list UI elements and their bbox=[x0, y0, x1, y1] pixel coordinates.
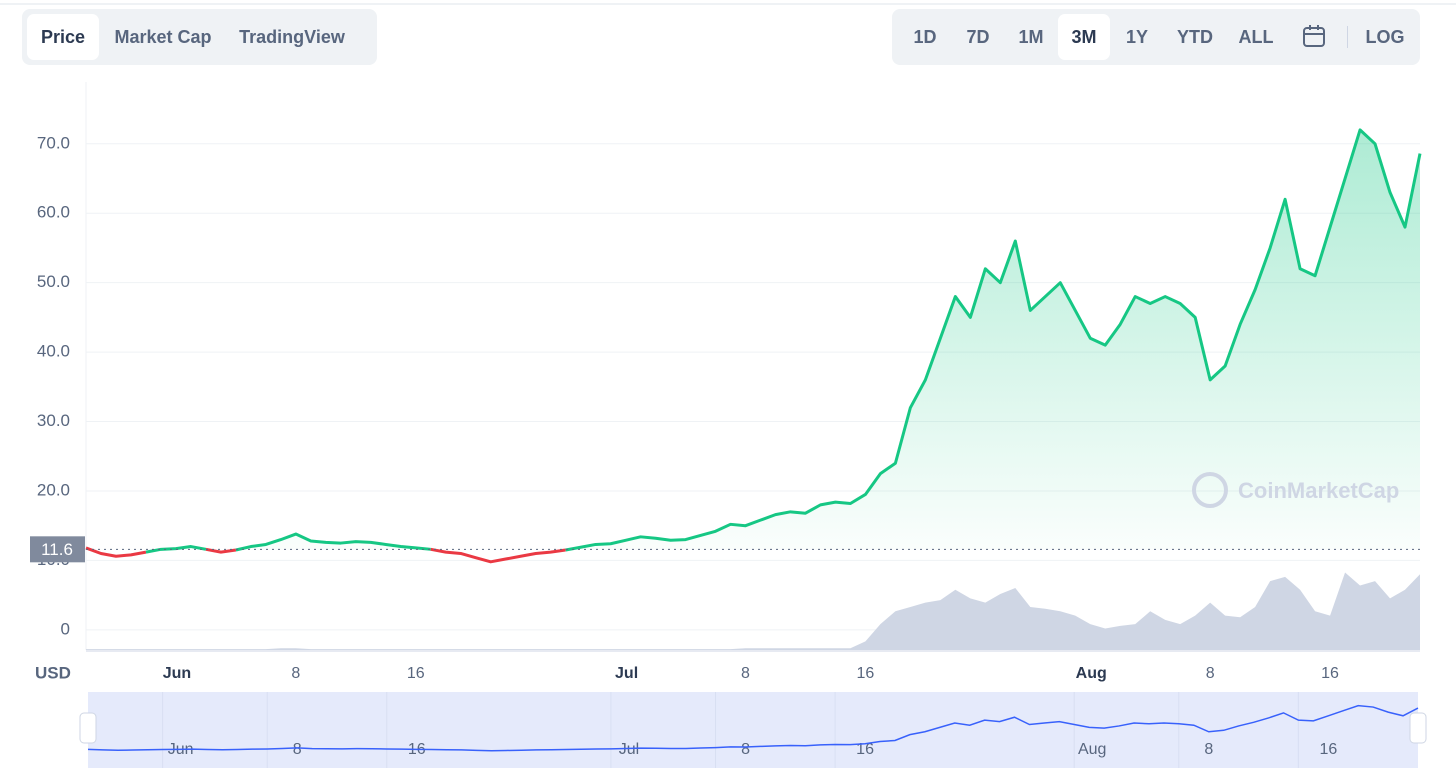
price-line bbox=[85, 546, 147, 558]
volume-area bbox=[86, 572, 1420, 650]
navigator-label: 16 bbox=[1319, 741, 1337, 758]
button[interactable]: YTD bbox=[1177, 27, 1213, 47]
price-area bbox=[86, 129, 1420, 550]
price-marker-box bbox=[30, 536, 85, 563]
tab-group: Price Market Cap TradingView bbox=[22, 9, 377, 65]
button[interactable]: TradingView bbox=[239, 27, 345, 47]
button[interactable]: Market Cap bbox=[114, 27, 212, 47]
price-line bbox=[235, 532, 431, 552]
navigator-label: 8 bbox=[293, 741, 302, 758]
x-tick-label: Jul bbox=[615, 665, 638, 682]
y-tick-label: 20.0 bbox=[37, 480, 70, 499]
price-line bbox=[205, 547, 237, 554]
watermark: CoinMarketCap bbox=[1238, 478, 1399, 503]
range-group: 1D 7D 1M 3M 1Y YTD ALL LOG bbox=[892, 9, 1420, 65]
x-tick-label: 16 bbox=[857, 665, 875, 682]
x-tick-label: 8 bbox=[291, 665, 300, 682]
navigator-label: 8 bbox=[741, 741, 750, 758]
calendar-icon bbox=[1303, 25, 1325, 47]
x-tick-label: 8 bbox=[1206, 665, 1215, 682]
separator bbox=[1347, 26, 1348, 48]
x-tick-label: Aug bbox=[1076, 665, 1107, 682]
y-tick-label: 60.0 bbox=[37, 203, 70, 222]
navigator-handle[interactable] bbox=[79, 712, 97, 744]
navigator-label: Aug bbox=[1078, 741, 1106, 758]
navigator-line bbox=[87, 704, 1419, 752]
button[interactable]: 3M bbox=[1058, 14, 1110, 60]
button[interactable]: Price bbox=[27, 14, 99, 60]
currency-label: USD bbox=[35, 663, 71, 682]
x-tick-label: 16 bbox=[1321, 665, 1339, 682]
y-tick-label: 40.0 bbox=[37, 342, 70, 361]
x-tick-label: Jun bbox=[163, 665, 191, 682]
navigator-label: 8 bbox=[1204, 741, 1213, 758]
price-line bbox=[145, 545, 207, 554]
y-tick-label: 50.0 bbox=[37, 272, 70, 291]
price-line bbox=[430, 547, 566, 564]
x-tick-label: 8 bbox=[741, 665, 750, 682]
navigator-label: 16 bbox=[856, 741, 874, 758]
button[interactable]: ALL bbox=[1238, 27, 1274, 47]
price-line bbox=[565, 128, 1422, 552]
button[interactable]: LOG bbox=[1365, 27, 1405, 47]
watermark-logo bbox=[1192, 472, 1228, 508]
button[interactable]: 1D bbox=[913, 27, 937, 47]
navigator-selection bbox=[88, 692, 1418, 768]
navigator-label: Jul bbox=[619, 741, 639, 758]
button[interactable]: 1Y bbox=[1125, 27, 1149, 47]
price-marker-label: 11.6 bbox=[41, 540, 73, 559]
y-tick-label: 70.0 bbox=[37, 133, 70, 152]
button[interactable]: 1M bbox=[1018, 27, 1044, 47]
x-tick-label: 16 bbox=[407, 665, 425, 682]
y-tick-label: 0 bbox=[61, 619, 70, 638]
y-tick-label: 30.0 bbox=[37, 411, 70, 430]
navigator-handle[interactable] bbox=[1409, 712, 1427, 744]
calendar-button[interactable] bbox=[1302, 23, 1326, 49]
button[interactable]: 7D bbox=[966, 27, 990, 47]
